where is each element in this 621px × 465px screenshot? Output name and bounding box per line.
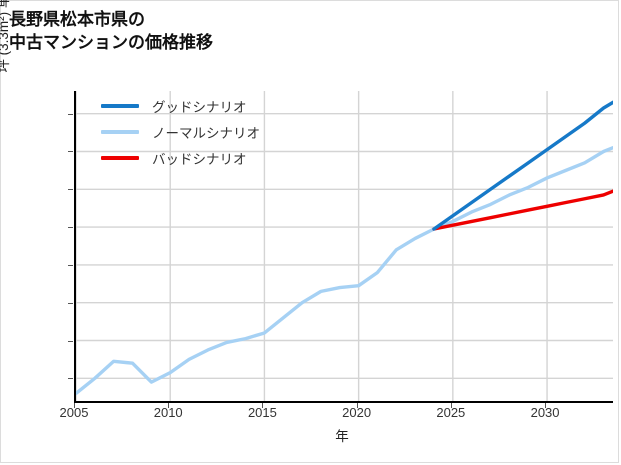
y-tick-mark [68,340,73,342]
x-tick-label: 2015 [247,405,277,420]
plot-canvas [76,91,613,401]
x-tick-label: 2010 [153,405,183,420]
series-line [76,146,613,396]
legend-label: ノーマルシナリオ [152,126,260,141]
y-axis-label: 坪 (3.3m²) 単価 (万円) [0,0,11,73]
x-tick-label: 2005 [59,405,89,420]
series-line [432,189,613,231]
y-tick-mark [68,264,73,266]
series-line [432,100,613,231]
y-tick-mark [68,378,73,380]
x-tick-label: 2020 [342,405,372,420]
x-tick-mark [168,403,170,408]
x-axis-label: 年 [335,429,349,444]
chart-title: 長野県松本市県の 中古マンションの価格推移 [9,10,213,52]
y-tick-mark [68,189,73,191]
x-tick-label: 2025 [436,405,466,420]
x-tick-mark [356,403,358,408]
x-tick-label: 2030 [530,405,560,420]
plot-area [74,91,613,403]
legend-item[interactable]: グッドシナリオ [101,93,301,119]
legend-item[interactable]: バッドシナリオ [101,145,301,171]
x-tick-mark [74,403,75,408]
y-tick-mark [68,113,73,115]
y-tick-mark [68,302,73,304]
legend-label: バッドシナリオ [152,152,247,167]
legend-item[interactable]: ノーマルシナリオ [101,119,301,145]
legend-label: グッドシナリオ [152,100,247,115]
legend-color-swatch [101,104,139,108]
legend-color-swatch [101,130,139,134]
chart-legend: グッドシナリオ ノーマルシナリオ バッドシナリオ [101,93,301,171]
y-tick-mark [68,151,73,153]
y-tick-mark [68,227,73,229]
x-tick-mark [450,403,452,408]
x-tick-mark [262,403,264,408]
legend-color-swatch [101,156,139,160]
x-tick-mark [545,403,547,408]
